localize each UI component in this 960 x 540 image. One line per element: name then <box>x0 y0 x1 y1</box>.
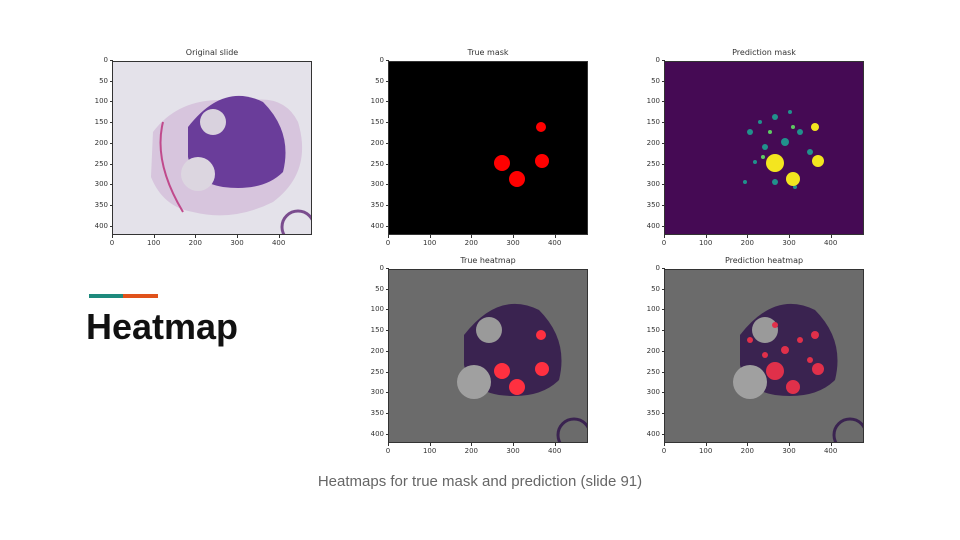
x-tick-label: 0 <box>652 235 676 247</box>
x-tick-label: 200 <box>459 235 483 247</box>
slide-heading: Heatmap <box>86 306 239 347</box>
y-tick-label: 400 <box>362 222 389 230</box>
x-tick-label: 300 <box>501 235 525 247</box>
panel-true-mask: True mask 0 50 100 150 200 250 300 350 400 0 100 20… <box>366 46 596 251</box>
y-tick-label: 300 <box>86 180 113 188</box>
x-tick-label: 400 <box>543 443 567 455</box>
y-tick-label: 50 <box>86 77 113 85</box>
y-tick-label: 100 <box>362 305 389 313</box>
x-tick-label: 300 <box>225 235 249 247</box>
panel-title: Prediction heatmap <box>724 256 804 265</box>
y-tick-label: 0 <box>638 56 665 64</box>
y-tick-label: 150 <box>638 118 665 126</box>
y-tick-label: 200 <box>362 139 389 147</box>
y-tick-label: 300 <box>362 180 389 188</box>
y-tick-label: 300 <box>362 388 389 396</box>
y-tick-label: 150 <box>362 326 389 334</box>
plot-true-mask <box>388 61 588 235</box>
x-tick-label: 200 <box>735 235 759 247</box>
y-tick-label: 200 <box>86 139 113 147</box>
x-tick-label: 100 <box>694 235 718 247</box>
plot-true-heatmap <box>388 269 588 443</box>
prediction-mask-image <box>743 110 824 189</box>
y-tick-label: 100 <box>86 97 113 105</box>
tissue-image <box>151 95 311 234</box>
y-tick-label: 0 <box>86 56 113 64</box>
y-tick-label: 350 <box>86 201 113 209</box>
y-tick-label: 100 <box>362 97 389 105</box>
y-tick-label: 50 <box>362 285 389 293</box>
x-tick-label: 0 <box>652 443 676 455</box>
y-tick-label: 250 <box>362 368 389 376</box>
accent-bar <box>89 294 158 298</box>
y-tick-label: 350 <box>638 201 665 209</box>
plot-prediction-heatmap <box>664 269 864 443</box>
x-tick-label: 300 <box>501 443 525 455</box>
y-tick-label: 150 <box>86 118 113 126</box>
y-tick-label: 150 <box>638 326 665 334</box>
heatmap-image <box>457 303 587 442</box>
y-tick-label: 350 <box>362 201 389 209</box>
x-tick-label: 400 <box>543 235 567 247</box>
y-tick-label: 400 <box>638 222 665 230</box>
y-tick-label: 400 <box>638 430 665 438</box>
y-tick-label: 100 <box>638 97 665 105</box>
y-tick-label: 200 <box>638 139 665 147</box>
panel-original-slide: Original slide 0 50 100 150 200 250 300 350 400 0… <box>90 46 320 251</box>
x-tick-label: 100 <box>418 443 442 455</box>
y-tick-label: 0 <box>362 56 389 64</box>
y-tick-label: 300 <box>638 388 665 396</box>
y-tick-label: 50 <box>638 77 665 85</box>
x-tick-label: 0 <box>376 235 400 247</box>
panel-true-heatmap: True heatmap 0 50 100 150 200 250 300 350 400 0 10… <box>366 254 596 459</box>
y-tick-label: 200 <box>362 347 389 355</box>
y-tick-label: 400 <box>86 222 113 230</box>
y-tick-label: 0 <box>362 264 389 272</box>
y-tick-label: 250 <box>86 160 113 168</box>
x-tick-label: 400 <box>819 443 843 455</box>
panel-title: Prediction mask <box>732 48 796 57</box>
y-tick-label: 250 <box>362 160 389 168</box>
mask-image <box>494 122 549 187</box>
x-tick-label: 300 <box>777 443 801 455</box>
panel-title: True mask <box>467 48 509 57</box>
panel-prediction-heatmap: Prediction heatmap 0 50 100 150 200 250 300 350… <box>642 254 872 459</box>
prediction-heatmap-image <box>733 303 863 442</box>
accent-bar-orange <box>123 294 158 298</box>
plot-prediction-mask <box>664 61 864 235</box>
x-tick-label: 0 <box>100 235 124 247</box>
y-tick-label: 300 <box>638 180 665 188</box>
x-tick-label: 100 <box>142 235 166 247</box>
x-tick-label: 100 <box>418 235 442 247</box>
panel-title: Original slide <box>185 48 239 57</box>
y-tick-label: 350 <box>638 409 665 417</box>
y-tick-label: 100 <box>638 305 665 313</box>
y-tick-label: 0 <box>638 264 665 272</box>
x-tick-label: 200 <box>459 443 483 455</box>
panel-prediction-mask: Prediction mask 0 50 100 150 200 250 300 350 400… <box>642 46 872 251</box>
y-tick-label: 250 <box>638 368 665 376</box>
x-tick-label: 200 <box>183 235 207 247</box>
x-tick-label: 0 <box>376 443 400 455</box>
x-tick-label: 400 <box>819 235 843 247</box>
x-tick-label: 200 <box>735 443 759 455</box>
y-tick-label: 400 <box>362 430 389 438</box>
accent-bar-teal <box>89 294 123 298</box>
slide-caption: Heatmaps for true mask and prediction (s… <box>317 473 643 490</box>
y-tick-label: 200 <box>638 347 665 355</box>
y-tick-label: 50 <box>362 77 389 85</box>
x-tick-label: 300 <box>777 235 801 247</box>
x-tick-label: 400 <box>267 235 291 247</box>
y-tick-label: 350 <box>362 409 389 417</box>
y-tick-label: 150 <box>362 118 389 126</box>
plot-original-slide <box>112 61 312 235</box>
y-tick-label: 50 <box>638 285 665 293</box>
panel-title: True heatmap <box>460 256 516 265</box>
x-tick-label: 100 <box>694 443 718 455</box>
y-tick-label: 250 <box>638 160 665 168</box>
